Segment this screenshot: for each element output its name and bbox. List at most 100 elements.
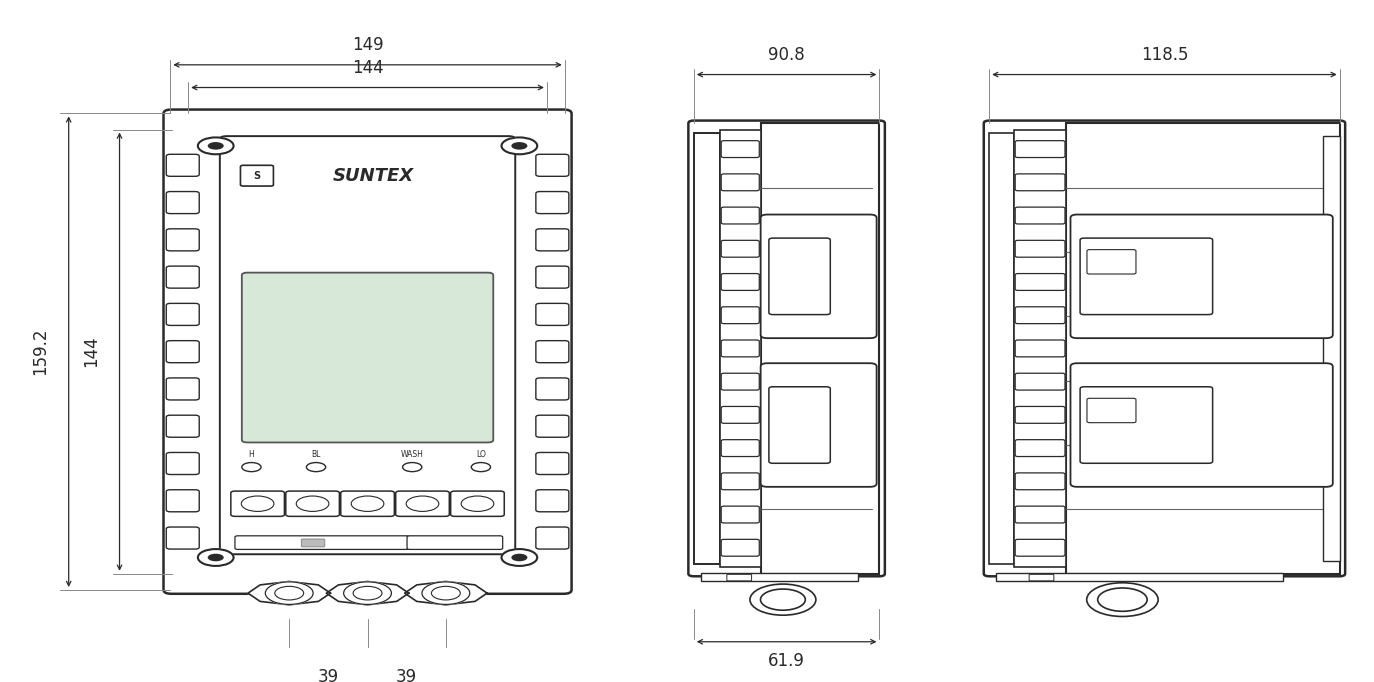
FancyBboxPatch shape [721, 207, 760, 224]
Text: 118.5: 118.5 [1140, 46, 1189, 64]
Circle shape [422, 582, 470, 604]
FancyBboxPatch shape [761, 215, 877, 338]
FancyBboxPatch shape [536, 229, 569, 251]
FancyBboxPatch shape [727, 574, 752, 581]
FancyBboxPatch shape [1015, 174, 1065, 191]
FancyBboxPatch shape [1015, 539, 1065, 557]
FancyBboxPatch shape [688, 121, 885, 576]
Circle shape [265, 582, 313, 604]
Text: 61.9: 61.9 [768, 652, 805, 670]
FancyBboxPatch shape [166, 266, 199, 288]
FancyBboxPatch shape [1029, 574, 1054, 581]
FancyBboxPatch shape [721, 340, 760, 357]
FancyBboxPatch shape [166, 527, 199, 549]
FancyBboxPatch shape [166, 415, 199, 437]
FancyBboxPatch shape [721, 174, 760, 191]
FancyBboxPatch shape [341, 491, 394, 516]
Text: 144: 144 [82, 336, 100, 368]
FancyBboxPatch shape [166, 229, 199, 251]
FancyBboxPatch shape [1015, 240, 1065, 257]
FancyBboxPatch shape [407, 536, 503, 550]
FancyBboxPatch shape [536, 154, 569, 177]
Text: WASH: WASH [401, 449, 423, 459]
Circle shape [207, 554, 224, 561]
FancyBboxPatch shape [242, 273, 493, 443]
FancyBboxPatch shape [286, 491, 339, 516]
FancyBboxPatch shape [721, 140, 760, 158]
FancyBboxPatch shape [240, 165, 273, 186]
FancyBboxPatch shape [1015, 506, 1065, 523]
Circle shape [750, 584, 816, 615]
FancyBboxPatch shape [1015, 373, 1065, 390]
FancyBboxPatch shape [1080, 387, 1213, 463]
Circle shape [431, 587, 460, 600]
FancyBboxPatch shape [721, 273, 760, 291]
Circle shape [275, 587, 304, 600]
FancyBboxPatch shape [536, 378, 569, 400]
Bar [701, 573, 859, 582]
FancyBboxPatch shape [235, 536, 409, 550]
Circle shape [502, 138, 537, 154]
Text: H: H [249, 449, 254, 459]
Text: 159.2: 159.2 [32, 328, 49, 375]
FancyBboxPatch shape [1070, 364, 1333, 487]
FancyBboxPatch shape [1015, 207, 1065, 224]
FancyBboxPatch shape [769, 238, 830, 314]
Text: 39: 39 [317, 668, 339, 682]
Bar [996, 573, 1283, 582]
FancyBboxPatch shape [984, 121, 1345, 576]
FancyBboxPatch shape [396, 491, 449, 516]
Circle shape [198, 138, 234, 154]
Bar [720, 130, 761, 567]
FancyBboxPatch shape [166, 303, 199, 325]
FancyBboxPatch shape [1015, 406, 1065, 424]
FancyBboxPatch shape [166, 340, 199, 363]
FancyBboxPatch shape [721, 473, 760, 490]
FancyBboxPatch shape [536, 303, 569, 325]
FancyBboxPatch shape [1015, 307, 1065, 324]
Polygon shape [404, 582, 486, 605]
FancyBboxPatch shape [536, 527, 569, 549]
Circle shape [760, 589, 805, 610]
Polygon shape [247, 582, 330, 605]
FancyBboxPatch shape [166, 192, 199, 213]
FancyBboxPatch shape [769, 387, 830, 463]
FancyBboxPatch shape [536, 192, 569, 213]
Circle shape [353, 587, 382, 600]
Circle shape [502, 549, 537, 566]
FancyBboxPatch shape [536, 340, 569, 363]
Circle shape [511, 142, 528, 149]
FancyBboxPatch shape [721, 506, 760, 523]
Bar [694, 133, 720, 564]
FancyBboxPatch shape [231, 491, 284, 516]
FancyBboxPatch shape [721, 406, 760, 424]
FancyBboxPatch shape [164, 110, 572, 594]
FancyBboxPatch shape [1015, 340, 1065, 357]
FancyBboxPatch shape [166, 378, 199, 400]
Polygon shape [326, 582, 409, 605]
Circle shape [511, 554, 528, 561]
Text: S: S [253, 170, 261, 181]
FancyBboxPatch shape [166, 490, 199, 512]
FancyBboxPatch shape [721, 240, 760, 257]
FancyBboxPatch shape [536, 452, 569, 475]
FancyBboxPatch shape [536, 490, 569, 512]
Text: 90.8: 90.8 [768, 46, 805, 64]
FancyBboxPatch shape [1070, 215, 1333, 338]
FancyBboxPatch shape [536, 415, 569, 437]
Circle shape [1098, 588, 1147, 611]
FancyBboxPatch shape [301, 539, 324, 547]
FancyBboxPatch shape [721, 373, 760, 390]
FancyBboxPatch shape [721, 440, 760, 456]
Text: LO: LO [475, 449, 486, 459]
FancyBboxPatch shape [451, 491, 504, 516]
Bar [1066, 123, 1340, 574]
FancyBboxPatch shape [166, 452, 199, 475]
Text: 39: 39 [396, 668, 418, 682]
FancyBboxPatch shape [761, 364, 877, 487]
Text: BL: BL [312, 449, 320, 459]
FancyBboxPatch shape [1080, 238, 1213, 314]
FancyBboxPatch shape [721, 539, 760, 557]
Circle shape [1087, 583, 1158, 617]
Bar [1323, 136, 1340, 561]
